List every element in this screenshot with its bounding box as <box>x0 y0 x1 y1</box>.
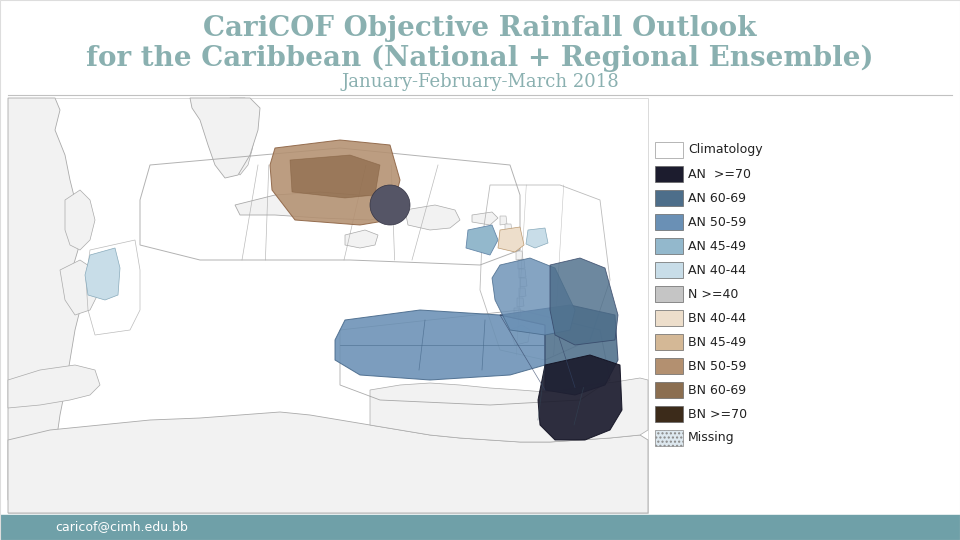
Polygon shape <box>8 365 100 408</box>
Bar <box>0 515 960 540</box>
Polygon shape <box>505 224 512 233</box>
Polygon shape <box>516 251 523 260</box>
Polygon shape <box>405 205 460 230</box>
Bar <box>655 286 683 302</box>
Bar <box>655 382 683 398</box>
Bar <box>655 358 683 374</box>
Text: Missing: Missing <box>688 431 734 444</box>
Text: N >=40: N >=40 <box>688 287 738 300</box>
Text: AN 60-69: AN 60-69 <box>688 192 746 205</box>
Polygon shape <box>225 98 255 175</box>
Bar <box>655 238 683 254</box>
Text: CariCOF Objective Rainfall Outlook: CariCOF Objective Rainfall Outlook <box>204 15 756 42</box>
Polygon shape <box>8 412 648 513</box>
Bar <box>655 142 683 158</box>
Bar <box>655 406 683 422</box>
Polygon shape <box>498 227 524 252</box>
Text: January-February-March 2018: January-February-March 2018 <box>341 73 619 91</box>
Polygon shape <box>60 260 100 315</box>
Text: BN >=70: BN >=70 <box>688 408 747 421</box>
Bar <box>655 166 683 182</box>
Text: BN 60-69: BN 60-69 <box>688 383 746 396</box>
Text: BN 40-44: BN 40-44 <box>688 312 746 325</box>
Bar <box>655 310 683 326</box>
Text: AN 40-44: AN 40-44 <box>688 264 746 276</box>
Polygon shape <box>65 190 95 250</box>
Text: AN  >=70: AN >=70 <box>688 167 751 180</box>
Polygon shape <box>526 228 548 248</box>
Circle shape <box>370 185 410 225</box>
Bar <box>655 190 683 206</box>
Polygon shape <box>85 248 120 300</box>
Polygon shape <box>520 278 527 287</box>
Text: for the Caribbean (National + Regional Ensemble): for the Caribbean (National + Regional E… <box>86 44 874 72</box>
Polygon shape <box>519 288 526 297</box>
Text: Climatology: Climatology <box>688 144 762 157</box>
Polygon shape <box>510 325 530 345</box>
Polygon shape <box>500 216 507 225</box>
Polygon shape <box>345 230 378 248</box>
Polygon shape <box>235 192 400 220</box>
Polygon shape <box>466 225 498 255</box>
Text: BN 45-49: BN 45-49 <box>688 335 746 348</box>
Text: AN 50-59: AN 50-59 <box>688 215 746 228</box>
Polygon shape <box>550 258 618 345</box>
Polygon shape <box>513 242 520 251</box>
Polygon shape <box>514 308 521 317</box>
Bar <box>655 334 683 350</box>
Polygon shape <box>492 258 575 335</box>
Polygon shape <box>370 378 648 442</box>
Polygon shape <box>472 212 498 225</box>
Polygon shape <box>8 98 80 500</box>
Bar <box>655 262 683 278</box>
Polygon shape <box>270 140 400 225</box>
Polygon shape <box>290 155 380 198</box>
Polygon shape <box>519 269 526 278</box>
Bar <box>8 98 648 513</box>
Bar <box>655 214 683 230</box>
Text: AN 45-49: AN 45-49 <box>688 240 746 253</box>
Polygon shape <box>510 233 517 242</box>
Polygon shape <box>518 260 525 269</box>
Polygon shape <box>517 298 524 307</box>
Text: BN 50-59: BN 50-59 <box>688 360 746 373</box>
Polygon shape <box>500 305 618 395</box>
Bar <box>655 430 683 446</box>
Polygon shape <box>190 98 260 178</box>
Polygon shape <box>538 355 622 440</box>
Text: caricof@cimh.edu.bb: caricof@cimh.edu.bb <box>55 521 188 534</box>
Polygon shape <box>335 310 545 380</box>
